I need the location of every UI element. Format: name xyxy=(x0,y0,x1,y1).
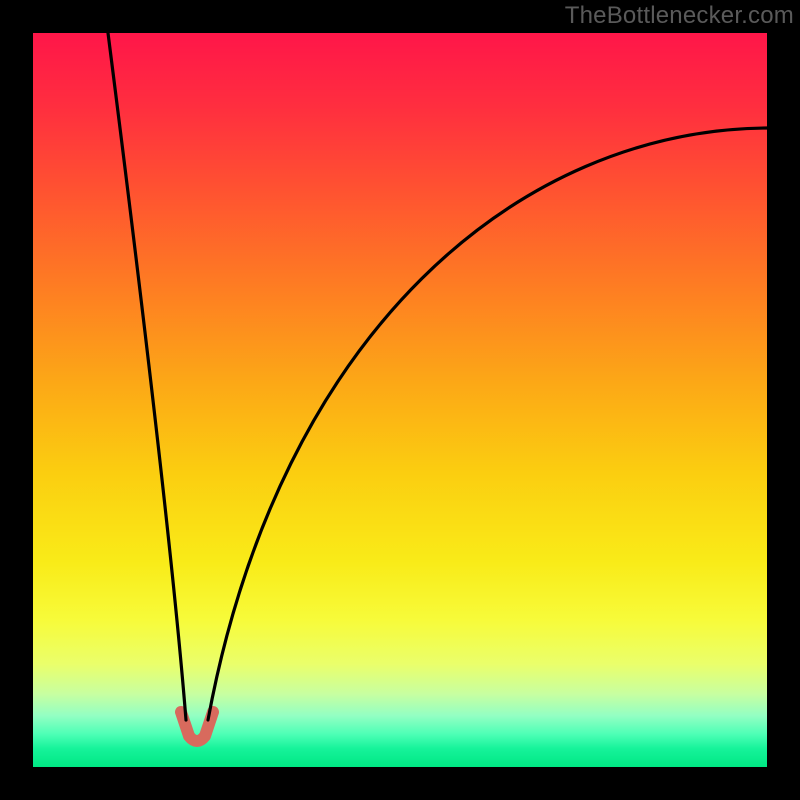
chart-stage: TheBottlenecker.com xyxy=(0,0,800,800)
bottleneck-chart xyxy=(0,0,800,800)
watermark-text: TheBottlenecker.com xyxy=(565,0,800,30)
